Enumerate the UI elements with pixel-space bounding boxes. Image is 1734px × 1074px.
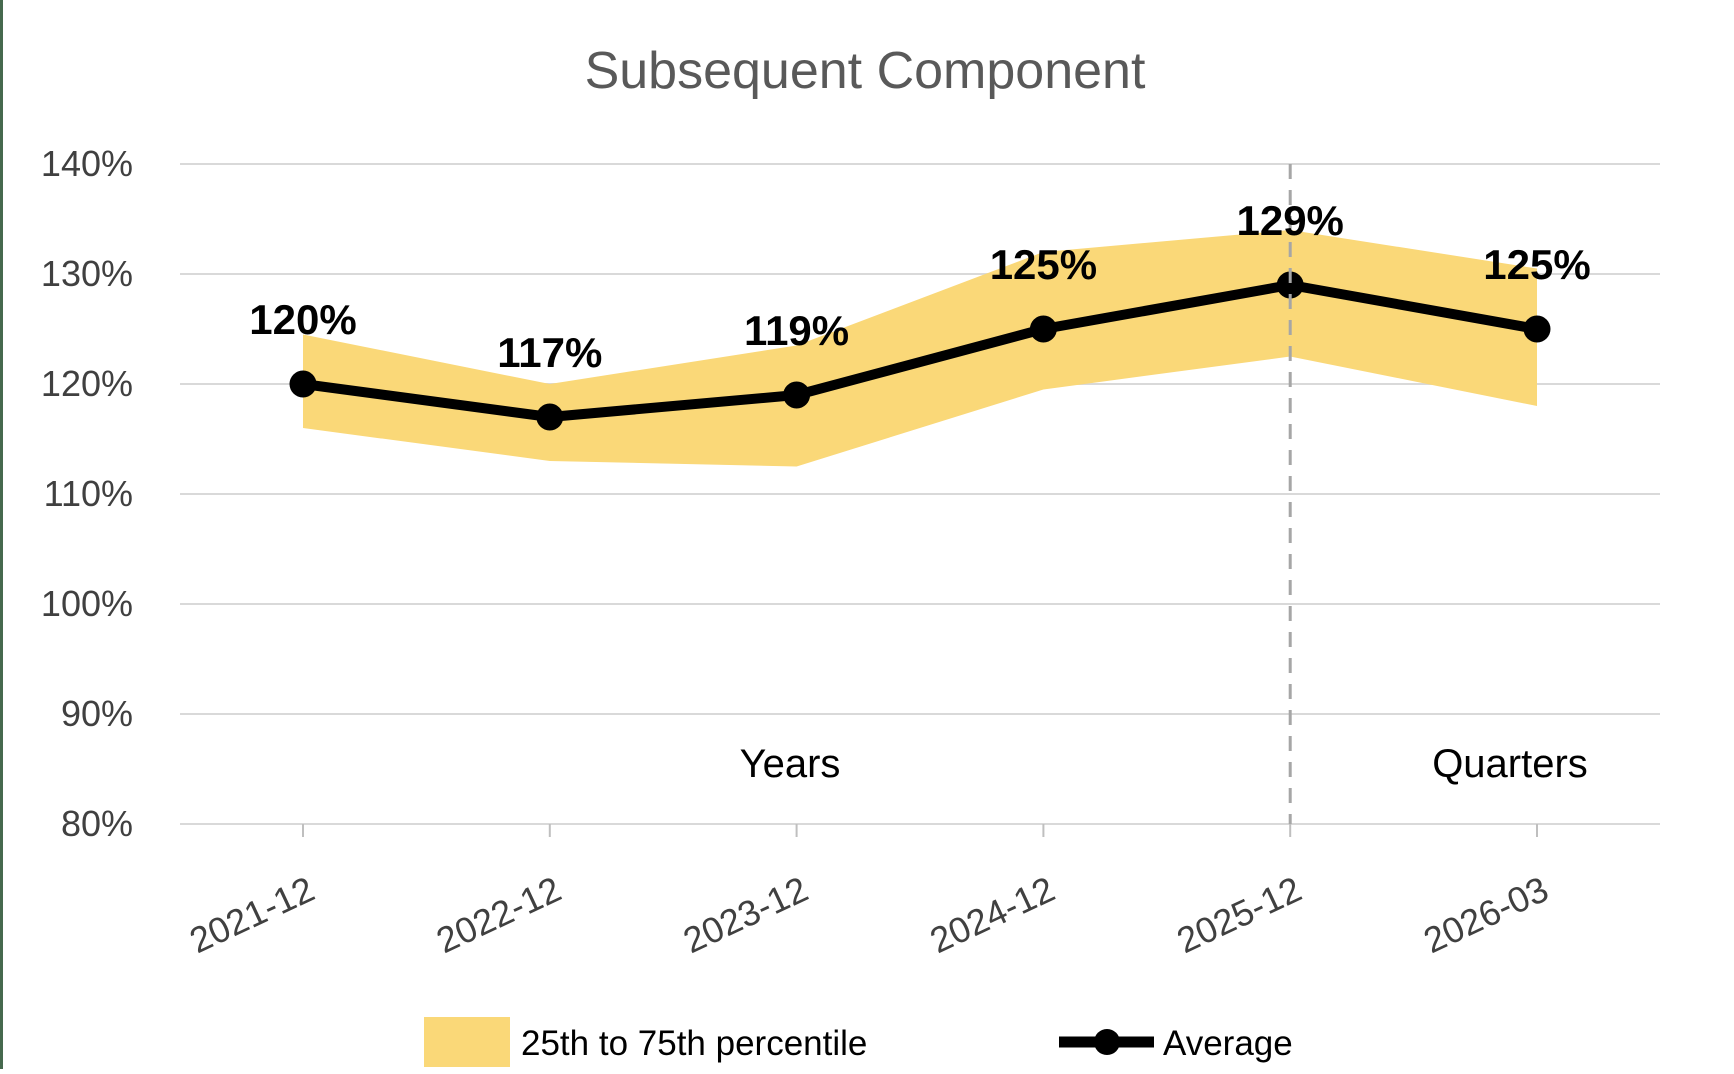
legend: 25th to 75th percentile Average [424,1017,1293,1067]
years-section-label: Years [740,742,841,786]
x-axis-tick-label: 2026-03 [1417,868,1554,961]
y-axis-tick-label: 120% [41,363,133,404]
y-axis-tick-label: 90% [61,693,133,734]
y-axis-tick-label: 130% [41,253,133,294]
percentile-band-area [303,230,1537,467]
data-label: 125% [1483,241,1590,288]
percentile-legend-label: 25th to 75th percentile [521,1024,867,1063]
x-axis-tick-label: 2023-12 [677,868,814,961]
data-labels: 120% 117% 119% 125% 129% 125% [249,197,1590,376]
x-axis-tick-label: 2024-12 [924,868,1061,961]
left-border [0,0,3,1069]
x-axis-tick-label: 2022-12 [430,868,567,961]
data-point-marker [536,403,564,431]
data-label: 120% [249,296,356,343]
y-axis-tick-label: 80% [61,803,133,844]
data-label: 125% [990,241,1097,288]
data-point-marker [1276,271,1304,299]
data-point-marker [783,381,811,409]
data-label: 117% [497,329,602,376]
average-legend-marker-dot [1094,1029,1120,1055]
x-axis-tick-label: 2021-12 [183,868,320,961]
percentile-legend-swatch [424,1017,510,1067]
average-line [302,280,1538,422]
chart-title: Subsequent Component [585,42,1146,100]
x-axis-tick-label: 2025-12 [1171,868,1308,961]
y-axis-tick-label: 140% [41,143,133,184]
x-axis-ticks [302,824,1538,837]
x-axis-labels: 2021-12 2022-12 2023-12 2024-12 2025-12 2026-… [183,868,1554,961]
data-label: 119% [744,307,849,354]
data-point-marker [1029,315,1057,343]
y-axis-tick-label: 100% [41,583,133,624]
y-axis: 140% 130% 120% 110% 100% 90% 80% [41,143,133,844]
average-legend-label: Average [1163,1024,1293,1063]
y-axis-tick-label: 110% [44,473,133,514]
data-point-marker [1523,315,1551,343]
quarters-section-label: Quarters [1432,742,1588,786]
data-label: 129% [1236,197,1343,244]
average-line-markers [289,271,1551,431]
data-point-marker [289,370,317,398]
